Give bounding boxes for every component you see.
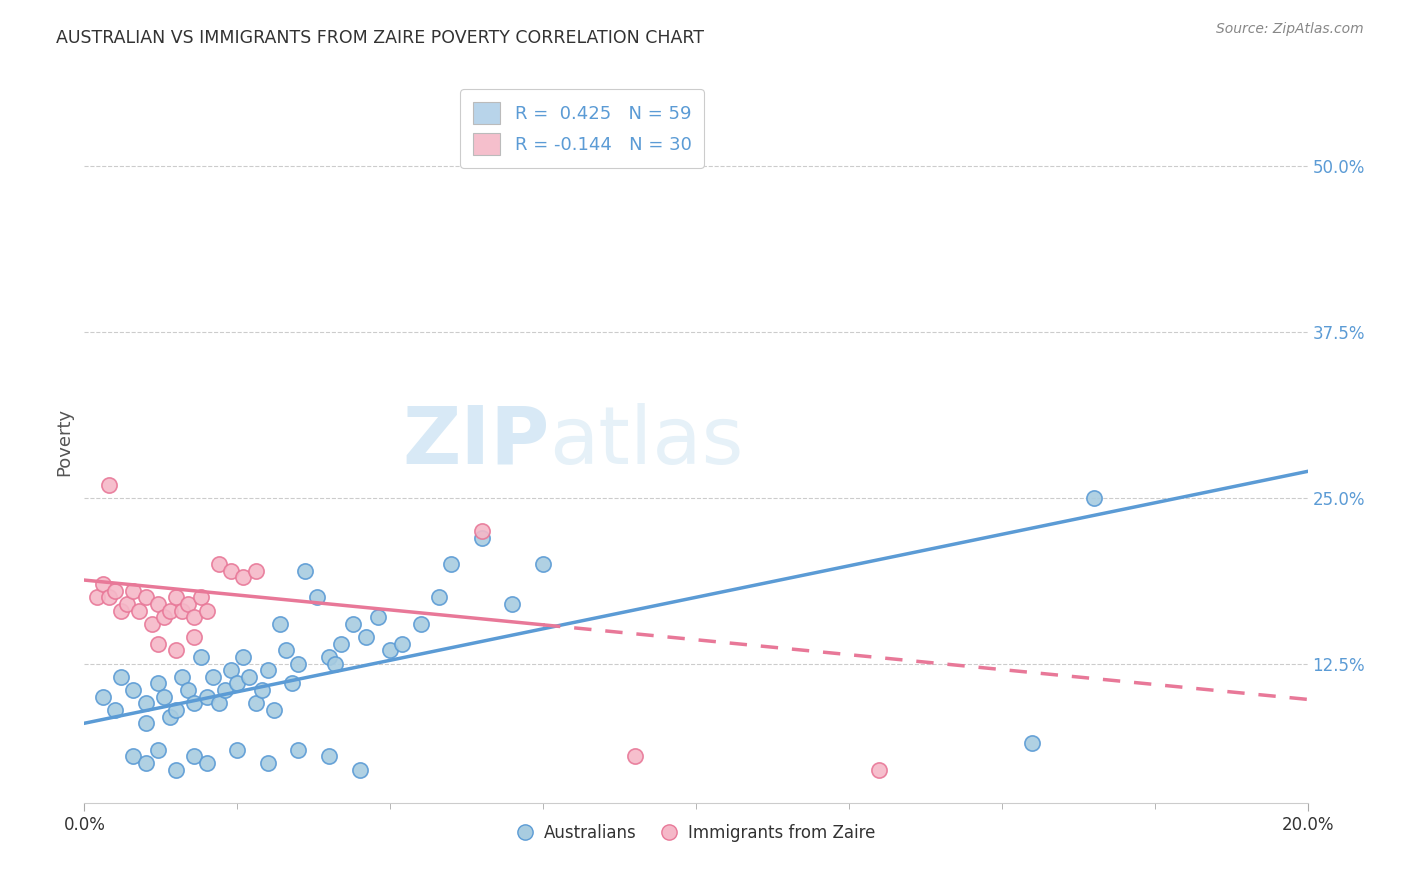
Point [165, 703, 187, 717]
Point [245, 564, 267, 578]
Point [427, 591, 450, 605]
Point [245, 697, 267, 711]
Point [391, 637, 413, 651]
Point [172, 603, 194, 617]
Point [91, 690, 114, 704]
Point [172, 670, 194, 684]
Point [367, 610, 389, 624]
Point [531, 557, 554, 571]
Point [287, 743, 309, 757]
Point [318, 749, 340, 764]
Point [135, 756, 157, 770]
Point [122, 583, 145, 598]
Point [294, 564, 316, 578]
Point [146, 597, 169, 611]
Point [305, 591, 328, 605]
Point [257, 756, 280, 770]
Point [232, 570, 254, 584]
Point [349, 763, 371, 777]
Point [502, 597, 524, 611]
Point [110, 603, 132, 617]
Point [201, 670, 224, 684]
Point [135, 591, 157, 605]
Point [165, 763, 187, 777]
Text: AUSTRALIAN VS IMMIGRANTS FROM ZAIRE POVERTY CORRELATION CHART: AUSTRALIAN VS IMMIGRANTS FROM ZAIRE POVE… [56, 29, 704, 46]
Point [165, 591, 187, 605]
Point [219, 564, 242, 578]
Point [232, 650, 254, 665]
Point [214, 683, 236, 698]
Point [330, 637, 353, 651]
Point [440, 557, 463, 571]
Text: atlas: atlas [550, 402, 744, 481]
Point [195, 690, 218, 704]
Point [208, 697, 231, 711]
Point [135, 716, 157, 731]
Point [146, 637, 169, 651]
Point [177, 683, 200, 698]
Text: ZIP: ZIP [402, 402, 550, 481]
Point [869, 763, 891, 777]
Point [471, 524, 494, 538]
Point [159, 603, 181, 617]
Point [226, 743, 249, 757]
Point [342, 616, 364, 631]
Point [135, 697, 157, 711]
Point [471, 531, 494, 545]
Point [153, 610, 176, 624]
Point [159, 709, 181, 723]
Point [141, 616, 163, 631]
Point [219, 663, 242, 677]
Point [115, 597, 138, 611]
Point [409, 616, 432, 631]
Point [269, 616, 291, 631]
Text: Source: ZipAtlas.com: Source: ZipAtlas.com [1216, 22, 1364, 37]
Point [226, 676, 249, 690]
Y-axis label: Poverty: Poverty [55, 408, 73, 475]
Point [97, 591, 120, 605]
Point [128, 603, 150, 617]
Point [183, 630, 205, 644]
Point [97, 477, 120, 491]
Point [110, 670, 132, 684]
Point [1021, 736, 1043, 750]
Point [380, 643, 402, 657]
Point [287, 657, 309, 671]
Point [86, 591, 108, 605]
Point [122, 749, 145, 764]
Point [183, 749, 205, 764]
Point [250, 683, 273, 698]
Point [238, 670, 260, 684]
Point [318, 650, 340, 665]
Point [1083, 491, 1105, 505]
Point [354, 630, 377, 644]
Point [190, 591, 212, 605]
Point [183, 697, 205, 711]
Point [122, 683, 145, 698]
Point [146, 743, 169, 757]
Point [177, 597, 200, 611]
Point [153, 690, 176, 704]
Point [183, 610, 205, 624]
Point [323, 657, 346, 671]
Point [276, 643, 298, 657]
Point [91, 577, 114, 591]
Point [190, 650, 212, 665]
Point [195, 603, 218, 617]
Point [624, 749, 647, 764]
Point [195, 756, 218, 770]
Point [257, 663, 280, 677]
Point [263, 703, 285, 717]
Point [146, 676, 169, 690]
Point [208, 557, 231, 571]
Point [104, 583, 127, 598]
Legend: Australians, Immigrants from Zaire: Australians, Immigrants from Zaire [510, 817, 882, 848]
Point [104, 703, 127, 717]
Point [165, 643, 187, 657]
Point [281, 676, 304, 690]
